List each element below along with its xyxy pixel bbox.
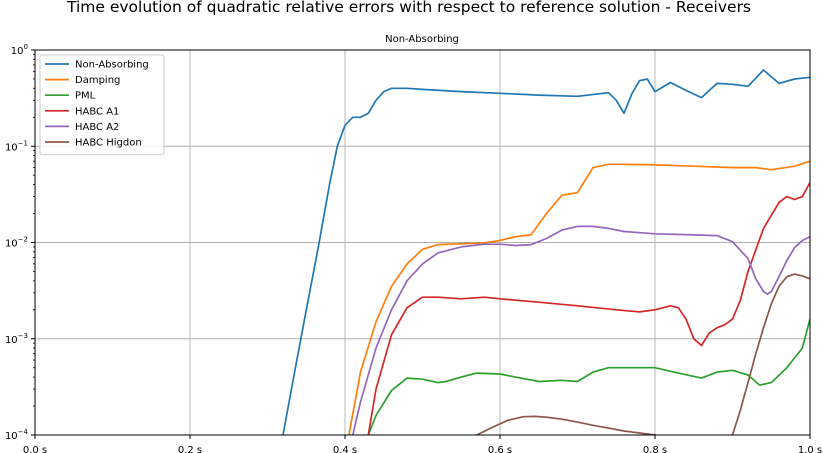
legend: Non-Absorbing Damping PML HABC A1 HABC A2 HAB…	[39, 54, 165, 156]
tick-marks	[31, 49, 811, 439]
x-tick-label: 0.6 s	[488, 445, 512, 453]
y-tick-label: 100	[11, 43, 28, 57]
x-tick-label: 0.0 s	[23, 445, 47, 453]
legend-entry: Non-Absorbing	[75, 60, 149, 71]
chart-title: Time evolution of quadratic relative err…	[66, 0, 751, 16]
x-tick-label: 0.4 s	[333, 445, 357, 453]
legend-entry: HABC Higdon	[75, 138, 142, 149]
legend-entry: Damping	[75, 75, 120, 86]
y-tick-label: 10−3	[5, 332, 28, 346]
x-tick-label: 0.2 s	[178, 445, 202, 453]
x-tick-label: 1.0 s	[798, 445, 822, 453]
legend-entry: PML	[75, 91, 96, 102]
series-line-habc-a2	[351, 225, 810, 435]
series-line-habc-a1	[367, 181, 810, 435]
series-line-damping	[348, 160, 810, 435]
y-tick-label: 10−4	[5, 428, 29, 442]
legend-entry: HABC A1	[75, 106, 119, 117]
y-tick-label: 10−2	[5, 236, 28, 250]
legend-entry: HABC A2	[75, 122, 119, 133]
y-tick-labels: 10−4 10−3 10−2 10−1 100	[5, 43, 29, 442]
x-tick-label: 0.8 s	[643, 445, 667, 453]
series-line-pml	[367, 318, 810, 435]
y-tick-label: 10−1	[5, 139, 28, 153]
axes-subtitle: Non-Absorbing	[385, 34, 459, 45]
series-layer	[282, 69, 810, 435]
legend-box	[39, 54, 165, 156]
x-tick-labels: 0.0 s 0.2 s 0.4 s 0.6 s 0.8 s 1.0 s	[23, 445, 822, 453]
series-line-non-absorbing	[282, 69, 810, 435]
series-line-habc-higdon	[475, 273, 810, 435]
